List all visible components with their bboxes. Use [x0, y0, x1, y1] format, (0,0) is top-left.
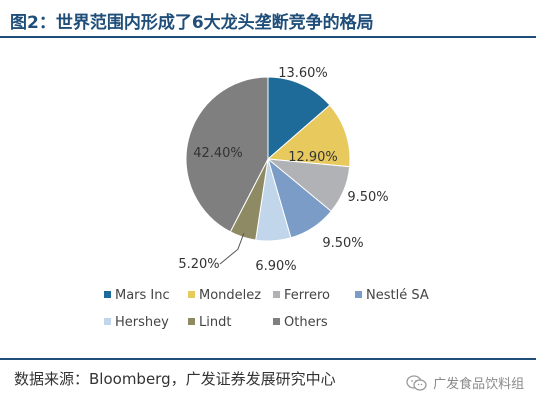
legend-item-mondelez: Mondelez — [188, 288, 261, 303]
wechat-icon — [406, 374, 427, 391]
leader-line-lindt — [219, 233, 245, 265]
figure-title: 图2：世界范围内形成了6大龙头垄断竞争的格局 — [10, 13, 374, 33]
slice-label-mars-inc: 13.60% — [278, 66, 328, 81]
source-note: 数据来源：Bloomberg，广发证券发展研究中心 — [14, 370, 336, 388]
legend-swatch — [273, 291, 280, 298]
legend-item-ferrero: Ferrero — [273, 288, 330, 303]
legend-swatch — [104, 291, 111, 298]
legend-label: Nestlé SA — [366, 288, 429, 303]
legend-label: Hershey — [115, 315, 169, 330]
legend-item-others: Others — [273, 315, 328, 330]
slice-label-mondelez: 12.90% — [288, 150, 338, 165]
watermark-text: 广发食品饮料组 — [433, 377, 525, 392]
legend-swatch — [188, 291, 195, 298]
slice-label-ferrero: 9.50% — [347, 190, 388, 205]
legend-item-nestl-sa: Nestlé SA — [355, 288, 429, 303]
slice-label-hershey: 6.90% — [255, 259, 296, 274]
legend-swatch — [188, 318, 195, 325]
slice-label-lindt: 5.20% — [178, 257, 219, 272]
legend-label: Ferrero — [284, 288, 330, 303]
legend-label: Mondelez — [199, 288, 261, 303]
pie-chart: 13.60% 12.90% 9.50% 9.50% 6.90% 5.20% 42.40% Ma… — [104, 66, 429, 330]
legend-swatch — [273, 318, 280, 325]
legend-swatch — [104, 318, 111, 325]
legend-item-hershey: Hershey — [104, 315, 169, 330]
pie-slice-others — [185, 76, 269, 233]
slice-label-others: 42.40% — [193, 146, 243, 161]
legend-item-mars-inc: Mars Inc — [104, 288, 170, 303]
title-bar: 图2：世界范围内形成了6大龙头垄断竞争的格局 — [0, 0, 536, 38]
slice-label-nestl-sa: 9.50% — [322, 236, 363, 251]
pie-slice-mondelez — [266, 104, 351, 168]
footer-divider — [0, 358, 536, 360]
legend-label: Others — [284, 315, 328, 330]
watermark: 广发食品饮料组 — [406, 372, 524, 394]
legend-label: Lindt — [199, 315, 231, 330]
legend-item-lindt: Lindt — [188, 315, 231, 330]
legend-swatch — [355, 291, 362, 298]
pie-slice-mars-inc — [267, 76, 331, 161]
legend-label: Mars Inc — [115, 288, 170, 303]
